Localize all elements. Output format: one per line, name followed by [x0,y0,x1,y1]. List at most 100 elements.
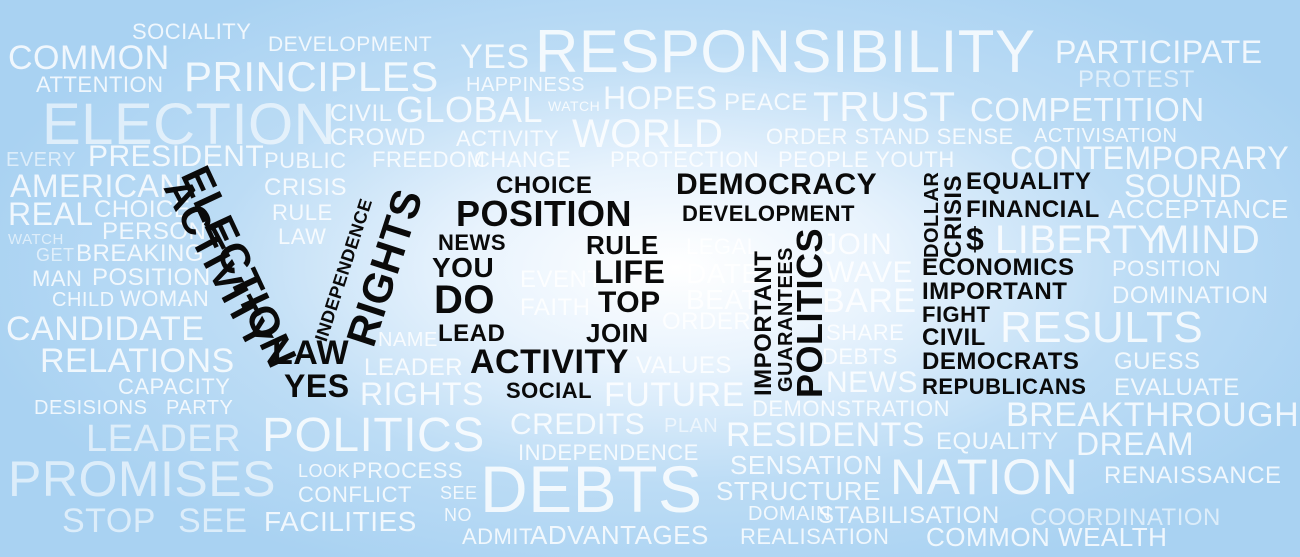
vote-word-yes: YES [284,368,350,404]
word-position-bg: POSITION [92,264,211,291]
vote-word-civil: CIVIL [922,324,986,351]
word-crisis-bg: CRISIS [264,174,348,201]
word-faith: FAITH [520,294,591,321]
word-public: PUBLIC [264,148,347,173]
word-demonstration: DEMONSTRATION [752,396,950,421]
word-trust: TRUST [813,83,956,130]
word-bare: BARE [822,282,917,320]
word-crowd: CROWD [330,124,426,151]
word-common-wealth: COMMON WEALTH [926,522,1168,552]
word-change: CHANGE [474,147,572,172]
vote-word-join: JOIN [586,318,649,348]
word-rule-bg: RULE [272,200,333,225]
vote-word-equality: EQUALITY [966,168,1092,195]
vote-word-rule: RULE [586,230,659,260]
word-activity-bg: ACTIVITY [456,126,560,151]
word-activisation: ACTIVISATION [1034,125,1178,147]
vote-word-you: YOU [432,252,495,283]
vote-word-politics: POLITICS [789,227,830,398]
word-world: WORLD [572,112,724,156]
vote-word-choice: CHOICE [496,172,593,199]
word-order-stand-sense: ORDER STAND SENSE [766,124,1014,149]
word-share: SHARE [826,320,905,345]
word-dream: DREAM [1076,426,1195,462]
word-equality-bg: EQUALITY [936,428,1059,455]
word-position-bg-2: POSITION [1112,256,1222,281]
word-party: PARTY [166,397,234,419]
word-see: SEE [440,483,478,503]
word-future: FUTURE [604,376,745,414]
word-every: EVERY [6,149,76,171]
word-participate: PARTICIPATE [1055,34,1263,70]
word-attention: ATTENTION [36,72,164,97]
word-date: DATE [686,258,761,289]
word-protection: PROTECTION [610,147,760,172]
vote-word-fight: FIGHT [922,302,991,327]
word-leader-2: LEADER [86,418,242,460]
word-election-bg: ELECTION [42,92,337,157]
word-happiness: HAPPINESS [466,74,585,96]
word-man: MAN [32,266,83,291]
word-credits: CREDITS [510,408,646,441]
word-admit: ADMIT [462,524,533,549]
word-join-bg: JOIN [822,228,893,261]
word-hopes: HOPES [603,80,718,116]
word-competition: COMPETITION [970,91,1205,128]
word-event: EVENT [520,266,603,293]
vote-word-development: DEVELOPMENT [682,201,855,226]
word-mind: MIND [1156,218,1261,262]
word-protest: PROTEST [1078,66,1195,93]
vote-word-dollar-sign: $ [966,221,985,257]
word-politics-bg: POLITICS [262,409,485,462]
word-evaluate: EVALUATE [1114,374,1240,401]
word-realisation: REALISATION [740,524,890,549]
word-responsibility: RESPONSIBILITY [535,18,1036,85]
word-legal: LEGAL [686,234,760,259]
word-common: COMMON [8,39,170,77]
vote-word-life: LIFE [594,254,666,290]
vote-word-republicans: REPUBLICANS [922,374,1087,399]
word-order: ORDER [662,308,752,335]
word-beat: BEAT [686,284,760,315]
word-nation: NATION [890,449,1079,505]
word-facilities: FACILITIES [264,506,417,537]
word-stop: STOP [62,502,156,540]
word-relations: RELATIONS [40,342,235,380]
word-renaissance: RENAISSANCE [1104,462,1282,489]
vote-word-dollar: DOLLAR [921,171,943,258]
word-wave: WAVE [826,256,914,289]
word-real: REAL [8,196,94,232]
word-candidate: CANDIDATE [6,310,205,348]
word-domination: DOMINATION [1112,282,1269,309]
vote-word-democracy: DEMOCRACY [676,168,878,201]
word-guess: GUESS [1114,348,1201,375]
vote-word-important-vertical: IMPORTANT [750,250,777,396]
vote-word-news: NEWS [438,230,506,255]
word-look: LOOK [298,461,351,481]
word-conflict: CONFLICT [298,482,412,507]
word-news-bg: NEWS [826,366,918,399]
word-name: NAME [378,329,438,351]
vote-word-top: TOP [598,286,661,319]
word-stabilisation: STABILISATION [818,502,1000,529]
vote-word-lead: LEAD [438,320,506,347]
word-domain: DOMAIN [748,503,831,525]
word-independence-bg: INDEPENDENCE [518,440,699,465]
word-global: GLOBAL [396,89,544,130]
word-law-bg: LAW [278,224,327,249]
word-process: PROCESS [352,458,464,483]
word-capacity: CAPACITY [118,374,231,399]
word-watch: WATCH [548,98,601,114]
word-american: AMERICAN [10,168,183,204]
word-liberty: LIBERTY [995,218,1165,262]
word-principles: PRINCIPLES [184,53,439,100]
word-watch-2: WATCH [8,231,64,248]
word-child: CHILD [52,289,115,311]
word-values: VALUES [636,352,732,379]
word-results: RESULTS [1000,303,1204,352]
word-freedom: FREEDOM [372,147,486,172]
vote-word-financial: FINANCIAL [966,196,1100,223]
word-contemporary: CONTEMPORARY [1010,140,1290,176]
word-rights-bg: RIGHTS [360,376,484,412]
